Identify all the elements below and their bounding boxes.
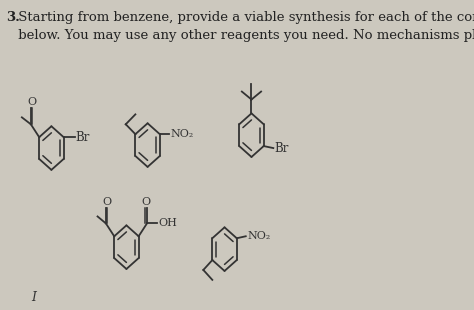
- Text: O: O: [27, 97, 36, 108]
- Text: NO₂: NO₂: [171, 129, 194, 139]
- Text: Br: Br: [274, 142, 289, 155]
- Text: Br: Br: [76, 131, 90, 144]
- Text: OH: OH: [158, 218, 177, 228]
- Text: O: O: [102, 197, 111, 206]
- Text: 3.: 3.: [7, 11, 20, 24]
- Text: I: I: [31, 291, 36, 304]
- Text: O: O: [142, 197, 151, 206]
- Text: Starting from benzene, provide a viable synthesis for each of the compounds
 bel: Starting from benzene, provide a viable …: [14, 11, 474, 42]
- Text: NO₂: NO₂: [247, 231, 270, 241]
